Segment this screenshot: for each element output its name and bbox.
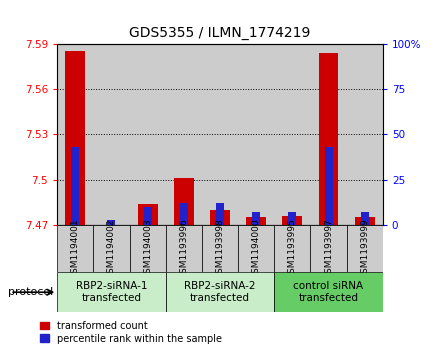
- Text: GSM1194003: GSM1194003: [143, 218, 152, 279]
- Bar: [202, 44, 238, 225]
- Bar: [57, 44, 93, 225]
- Bar: [355, 217, 375, 225]
- Bar: [144, 207, 152, 225]
- Bar: [202, 225, 238, 272]
- Bar: [57, 225, 93, 272]
- Bar: [180, 203, 188, 225]
- Text: protocol: protocol: [7, 287, 53, 297]
- Bar: [288, 212, 296, 225]
- Bar: [166, 44, 202, 225]
- Bar: [129, 44, 166, 225]
- Text: GSM1194002: GSM1194002: [107, 219, 116, 279]
- Bar: [252, 212, 260, 225]
- Text: GSM1193995: GSM1193995: [288, 218, 297, 279]
- Bar: [238, 44, 274, 225]
- Text: GSM1194000: GSM1194000: [252, 218, 260, 279]
- Text: GSM1193997: GSM1193997: [324, 218, 333, 279]
- Bar: [347, 44, 383, 225]
- Bar: [93, 44, 129, 225]
- Bar: [246, 217, 266, 225]
- Text: control siRNA
transfected: control siRNA transfected: [293, 281, 363, 303]
- Bar: [129, 225, 166, 272]
- Bar: [71, 147, 79, 225]
- Bar: [93, 225, 129, 272]
- Bar: [166, 225, 202, 272]
- Bar: [216, 203, 224, 225]
- Bar: [274, 225, 311, 272]
- Bar: [347, 225, 383, 272]
- Text: GSM1193996: GSM1193996: [180, 218, 188, 279]
- Bar: [282, 216, 302, 225]
- Bar: [66, 51, 85, 225]
- Title: GDS5355 / ILMN_1774219: GDS5355 / ILMN_1774219: [129, 26, 311, 40]
- Bar: [238, 225, 274, 272]
- Text: GSM1193998: GSM1193998: [216, 218, 224, 279]
- Bar: [138, 204, 158, 225]
- Text: GSM1193999: GSM1193999: [360, 218, 369, 279]
- Bar: [319, 53, 338, 225]
- Bar: [107, 220, 115, 225]
- Text: RBP2-siRNA-2
transfected: RBP2-siRNA-2 transfected: [184, 281, 256, 303]
- Bar: [274, 44, 311, 225]
- Text: RBP2-siRNA-1
transfected: RBP2-siRNA-1 transfected: [76, 281, 147, 303]
- Bar: [325, 147, 333, 225]
- Bar: [311, 225, 347, 272]
- Bar: [174, 178, 194, 225]
- Bar: [311, 44, 347, 225]
- Bar: [210, 210, 230, 225]
- Text: GSM1194001: GSM1194001: [71, 218, 80, 279]
- Bar: [274, 272, 383, 312]
- Bar: [57, 272, 166, 312]
- Legend: transformed count, percentile rank within the sample: transformed count, percentile rank withi…: [40, 321, 222, 344]
- Bar: [166, 272, 274, 312]
- Bar: [361, 212, 369, 225]
